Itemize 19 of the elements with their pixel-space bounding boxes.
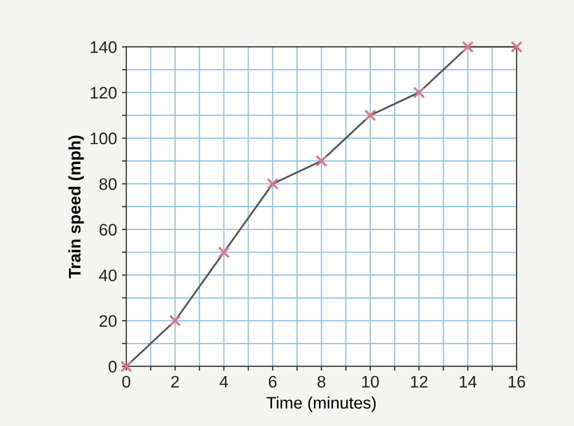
x-tick-label: 2: [171, 376, 179, 388]
x-axis-title: Time (minutes): [266, 396, 376, 412]
y-tick-label: 80: [99, 178, 117, 190]
y-axis-title: Train speed (mph): [68, 136, 84, 278]
x-tick-label: 8: [318, 376, 326, 388]
x-tick-label: 10: [362, 376, 379, 388]
y-tick-label: 60: [100, 224, 117, 236]
y-tick-label: 0: [108, 360, 117, 373]
y-tick-label: 100: [90, 132, 117, 144]
y-tick-label: 40: [99, 269, 117, 282]
y-tick-label: 120: [90, 86, 117, 99]
x-tick-label: 14: [460, 376, 477, 388]
x-tick-label: 4: [220, 376, 228, 388]
y-tick-label: 20: [100, 315, 117, 327]
x-tick-label: 16: [508, 376, 526, 388]
x-tick-label: 0: [122, 376, 130, 388]
x-tick-label: 6: [268, 376, 277, 388]
x-tick-label: 12: [411, 376, 428, 388]
y-tick-label: 140: [90, 41, 117, 54]
